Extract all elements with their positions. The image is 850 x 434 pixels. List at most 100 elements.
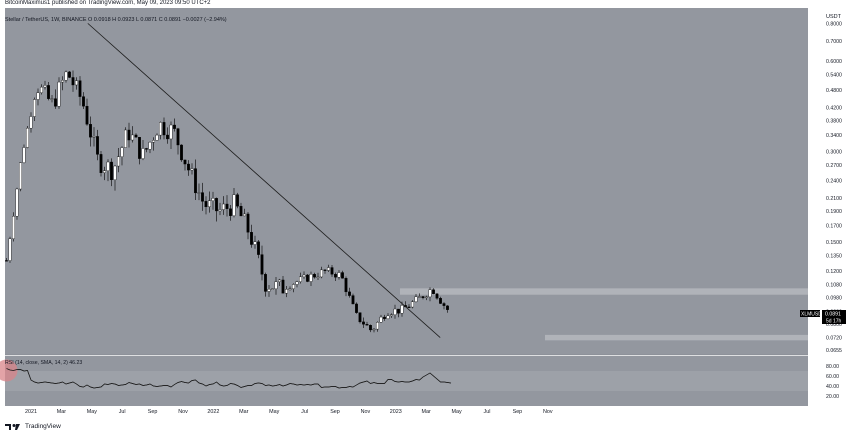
- candle: [386, 315, 390, 319]
- chart-legend-symbol: Stellar / TetherUS, 1W, BINANCE: [5, 17, 87, 23]
- price-axis-tick-label: 0.0655: [826, 348, 842, 354]
- candle: [145, 148, 148, 150]
- candle: [43, 85, 47, 88]
- candle: [390, 314, 393, 317]
- price-axis[interactable]: 0.8000 0.7000 0.6000 0.5400 0.4800 0.4200 0.38…: [826, 21, 842, 354]
- candle: [162, 122, 166, 136]
- candle: [190, 168, 194, 171]
- candle: [362, 321, 365, 325]
- tradingview-logo-icon: [5, 424, 20, 430]
- price-label-value: 0.0891: [825, 312, 841, 318]
- price-axis-tick-label: 0.6000: [826, 59, 842, 65]
- candle: [194, 168, 197, 194]
- candle: [414, 296, 418, 303]
- tradingview-brand: TradingView: [25, 423, 61, 430]
- candle: [117, 156, 120, 167]
- candle: [246, 213, 250, 233]
- chart-panels: [5, 8, 808, 406]
- candle: [302, 274, 306, 278]
- price-axis-tick-label: 0.7000: [826, 39, 842, 45]
- candle: [180, 144, 183, 161]
- candle: [358, 312, 362, 323]
- candle: [92, 136, 96, 138]
- price-chart[interactable]: 0.8000 0.7000 0.6000 0.5400 0.4800 0.4200 0.38…: [0, 8, 850, 421]
- candle: [5, 260, 8, 262]
- candle: [22, 147, 26, 163]
- candlestick-series: [5, 70, 449, 333]
- publish-header: BitcoinMaximus1 published on TradingView…: [0, 0, 850, 8]
- candle: [320, 269, 323, 278]
- candle: [57, 81, 61, 107]
- candle: [15, 188, 19, 217]
- candle: [113, 165, 117, 181]
- candle: [407, 306, 411, 308]
- price-axis-tick-label: 0.1900: [826, 209, 842, 215]
- candle: [267, 289, 271, 292]
- time-axis-tick-label: May: [269, 409, 279, 415]
- time-axis-tick-label: Sep: [330, 409, 340, 415]
- candle: [47, 85, 50, 99]
- candle: [12, 216, 15, 239]
- candle: [383, 316, 386, 319]
- candle: [292, 284, 295, 289]
- rsi-legend: RSI (14, close, SMA, 14, 2) 46.23: [5, 360, 82, 366]
- time-axis-tick-label: Nov: [543, 409, 553, 415]
- candle: [183, 159, 187, 165]
- time-axis-tick-label: 2022: [207, 409, 219, 415]
- price-axis-tick-label: 0.2700: [826, 163, 842, 169]
- candle: [274, 281, 278, 290]
- time-axis-tick-label: Nov: [178, 409, 188, 415]
- candle: [50, 98, 54, 100]
- candle: [85, 105, 89, 125]
- candle: [239, 205, 243, 217]
- candle: [19, 162, 22, 190]
- time-axis-tick-label: Mar: [57, 409, 66, 415]
- candle: [110, 161, 113, 181]
- candle: [218, 209, 222, 212]
- candle: [372, 328, 376, 331]
- candle: [264, 274, 267, 292]
- candle: [8, 238, 12, 261]
- candle: [211, 198, 215, 201]
- candle: [257, 241, 260, 255]
- candle: [54, 98, 57, 107]
- candle: [159, 122, 162, 136]
- candle: [155, 134, 159, 141]
- candle: [103, 170, 106, 173]
- candle: [306, 274, 309, 282]
- candle: [330, 267, 334, 275]
- candle: [26, 127, 29, 148]
- candle: [334, 274, 337, 278]
- rsi-series: [0, 359, 452, 389]
- candle: [36, 92, 40, 100]
- candle: [379, 316, 383, 323]
- price-axis-tick-label: 0.3800: [826, 119, 842, 125]
- candle: [124, 129, 127, 148]
- candle: [68, 71, 71, 78]
- candle: [355, 303, 358, 313]
- current-price-label: XLMUSDT 0.0891 5d 17h: [800, 310, 846, 325]
- rsi-axis-tick-label: 60.00: [826, 374, 839, 380]
- candle: [400, 305, 404, 314]
- candle: [169, 124, 173, 140]
- price-axis-tick-label: 0.4200: [826, 105, 842, 111]
- time-axis-tick-label: Sep: [513, 409, 523, 415]
- time-axis[interactable]: 2021 Mar May Jul Sep Nov 2022 Mar May Jul Sep Nov 20…: [25, 409, 553, 415]
- price-axis-tick-label: 0.2400: [826, 178, 842, 184]
- candle: [201, 192, 204, 202]
- price-axis-tick-label: 0.0800: [826, 322, 842, 328]
- candle: [78, 80, 82, 97]
- candle: [421, 296, 425, 299]
- candle: [232, 194, 236, 216]
- candle: [442, 303, 446, 306]
- rsi-axis: 80.00 60.00 40.00 20.00: [826, 364, 839, 400]
- price-axis-tick-label: 0.1080: [826, 283, 842, 289]
- candle: [369, 325, 372, 331]
- price-axis-tick-label: 0.2100: [826, 196, 842, 202]
- candle: [432, 289, 435, 295]
- candle: [313, 274, 316, 278]
- price-axis-tick-label: 0.5400: [826, 73, 842, 79]
- candle: [96, 136, 99, 155]
- candle: [106, 161, 110, 171]
- candle: [253, 241, 257, 245]
